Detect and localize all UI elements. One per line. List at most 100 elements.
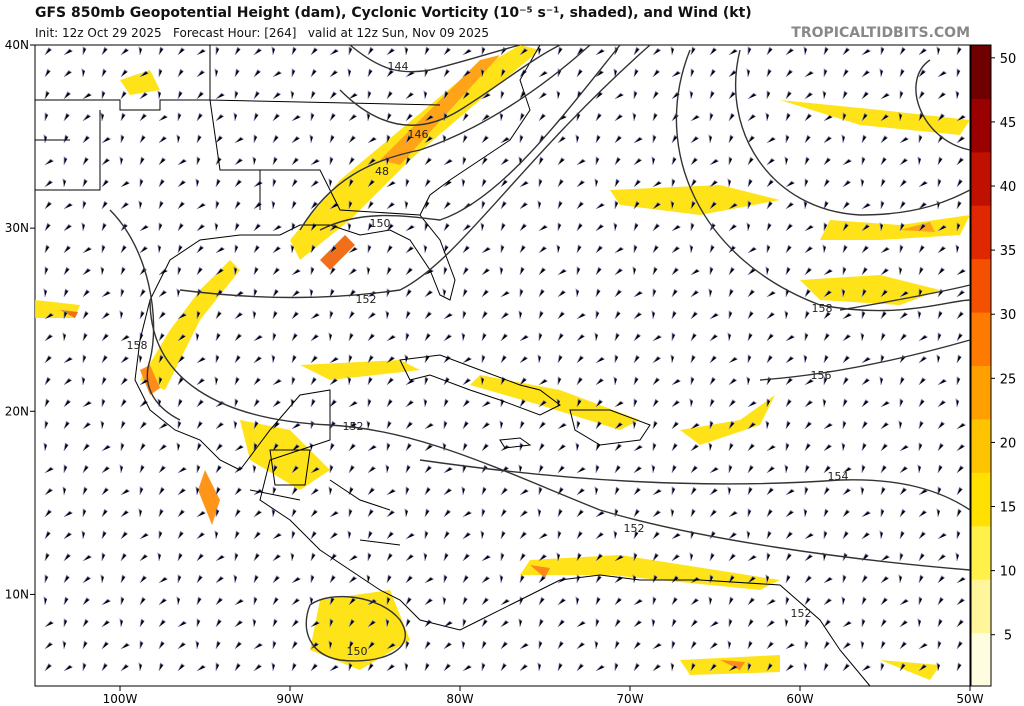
wind-barb — [195, 486, 200, 496]
wind-barb — [614, 332, 620, 342]
wind-barb — [253, 642, 263, 650]
wind-barb — [386, 134, 391, 144]
wind-barb — [348, 246, 358, 254]
wind-barb — [651, 618, 656, 628]
wind-barb — [671, 464, 677, 474]
wind-barb — [367, 530, 373, 540]
wind-barb — [253, 223, 261, 232]
wind-barb — [177, 179, 186, 188]
wind-barb — [538, 553, 547, 562]
wind-barb — [575, 134, 580, 144]
wind-barb — [804, 421, 812, 430]
wind-barb — [880, 575, 889, 584]
wind-barb — [766, 444, 776, 452]
wind-barb — [215, 508, 220, 518]
colorbar-tick-label: 50 — [1000, 52, 1017, 67]
wind-barb — [424, 114, 434, 122]
wind-barb — [196, 442, 202, 452]
wind-barb — [405, 156, 411, 166]
wind-barb — [652, 509, 661, 518]
wind-barb — [443, 509, 451, 518]
wind-barb — [823, 465, 831, 474]
wind-barb — [880, 443, 888, 452]
wind-barb — [158, 222, 163, 232]
wind-barb — [727, 486, 732, 496]
wind-barb — [842, 420, 847, 430]
wind-barb — [462, 91, 470, 100]
wind-barb — [329, 618, 334, 628]
wind-barb — [177, 398, 183, 408]
contour-label: 150 — [347, 645, 368, 658]
wind-barb — [367, 444, 377, 452]
wind-barb — [215, 443, 223, 452]
wind-barb — [538, 288, 545, 298]
wind-barb — [784, 464, 789, 474]
wind-barb — [576, 266, 581, 276]
wind-barb — [462, 553, 470, 562]
wind-barb — [291, 268, 301, 276]
wind-barb — [823, 222, 828, 232]
wind-barb — [386, 596, 391, 606]
wind-barb — [918, 201, 927, 210]
wind-barb — [842, 620, 852, 628]
wind-barb — [918, 574, 924, 584]
wind-barb — [709, 641, 718, 650]
wind-barb — [576, 112, 581, 122]
wind-barb — [499, 266, 504, 276]
wind-barb — [880, 310, 887, 320]
wind-barb — [367, 333, 375, 342]
wind-barb — [614, 597, 622, 606]
wind-barb — [557, 268, 567, 276]
wind-barb — [880, 400, 890, 408]
wind-barb — [63, 618, 68, 628]
wind-barb — [519, 288, 524, 298]
wind-barb — [253, 377, 261, 386]
wind-barb — [576, 68, 583, 78]
wind-barb — [690, 200, 696, 210]
wind-barb — [348, 156, 355, 166]
wind-barb — [272, 596, 279, 606]
wind-barb — [937, 267, 945, 276]
map-frame — [34, 44, 971, 687]
wind-barb — [633, 530, 639, 540]
wind-barb — [747, 640, 753, 650]
wind-barb — [956, 200, 962, 210]
wind-barb — [44, 68, 51, 78]
wind-barb — [519, 47, 528, 56]
wind-barb — [956, 114, 966, 122]
wind-barb — [196, 91, 204, 100]
wind-barb — [671, 486, 676, 496]
wind-barb — [956, 422, 966, 430]
wind-barb — [291, 68, 296, 78]
wind-barb — [196, 553, 204, 562]
wind-barb — [329, 156, 334, 166]
wind-barb — [614, 135, 622, 144]
wind-barb — [348, 267, 357, 276]
wind-barb — [63, 377, 72, 386]
wind-barb — [899, 68, 905, 78]
wind-barb — [614, 267, 623, 276]
wind-barb — [253, 552, 260, 562]
wind-barb — [44, 179, 53, 188]
contour-label: 154 — [828, 470, 849, 483]
wind-barb — [576, 222, 583, 232]
wind-barb — [158, 486, 165, 496]
lat-tick-label: 40N — [5, 38, 29, 52]
wind-barb — [766, 244, 771, 254]
wind-barb — [880, 178, 886, 188]
wind-barb — [214, 68, 219, 78]
lon-tick-label: 60W — [786, 692, 813, 706]
wind-barb — [386, 180, 396, 188]
wind-barb — [728, 510, 738, 518]
wind-barb — [841, 596, 846, 606]
wind-barb — [956, 640, 963, 650]
wind-barb — [461, 486, 466, 496]
wind-barb — [290, 244, 295, 254]
wind-barb — [614, 246, 624, 254]
wind-barb — [518, 618, 523, 628]
wind-barb — [367, 311, 376, 320]
wind-barb — [747, 508, 752, 518]
wind-barb — [328, 486, 333, 496]
wind-barb — [633, 376, 639, 386]
wind-barb — [766, 508, 773, 518]
